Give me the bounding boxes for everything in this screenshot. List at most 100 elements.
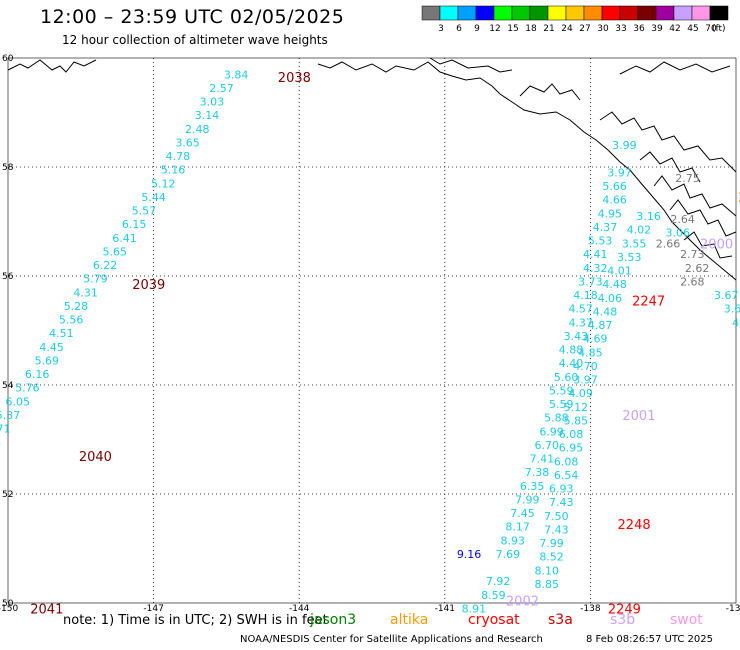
page-subtitle: 12 hour collection of altimeter wave hei… <box>62 33 328 47</box>
swh-value-label: 4.09 <box>568 387 593 400</box>
pass-time-labels: 2038 2039 2040 2041 2247 2248 2249 2001 2002 2000… <box>30 71 740 617</box>
swh-value-label: 3.97 <box>607 166 632 179</box>
colorbar-label: 18 <box>525 24 537 34</box>
swh-value-label: 7.45 <box>510 507 535 520</box>
swh-value-label: 2.68 <box>680 275 705 288</box>
swh-value-label: 5.59 <box>549 384 574 397</box>
colorbar-label: 24 <box>561 24 573 34</box>
swh-value-label: 3.14 <box>195 109 220 122</box>
y-tick-label: 60 <box>2 54 14 64</box>
swh-value-label: 2.62 <box>685 262 710 275</box>
colorbar-swatch <box>583 5 603 21</box>
y-tick-label: 52 <box>2 490 13 500</box>
swh-value-label: 7.38 <box>525 466 550 479</box>
colorbar-swatch <box>709 5 729 21</box>
swh-value-label: 5.57 <box>132 205 157 218</box>
footer-timestamp: 8 Feb 08:26:57 UTC 2025 <box>586 634 713 645</box>
colorbar-swatch <box>493 5 513 21</box>
swh-value-label: 6.70 <box>534 439 559 452</box>
colorbar-label: 39 <box>651 24 663 34</box>
swh-value-label: 2.66 <box>656 237 681 250</box>
colorbar-swatch <box>619 5 639 21</box>
swh-value-label: 8.52 <box>539 551 564 564</box>
swh-value-label: 3.65 <box>175 136 200 149</box>
colorbar-legend: 3 6 9 12 15 18 21 24 27 30 33 36 39 42 45 70(ft) <box>421 5 729 34</box>
swh-value-label: 4.32 <box>583 262 608 275</box>
swh-value-label: 4.70 <box>573 360 598 373</box>
pass-time-label: 2002 <box>506 594 539 609</box>
swh-value-label: 8.93 <box>500 534 525 547</box>
pass-time-label: 2248 <box>618 518 651 533</box>
pass-time-label: 2001 <box>622 409 655 424</box>
swh-value-label: 5.53 <box>588 235 613 248</box>
swh-value-label: 5.69 <box>35 354 60 367</box>
mission-label-swot: swot <box>670 612 703 628</box>
swh-value-label: 5.12 <box>151 177 176 190</box>
colorbar-label: 30 <box>597 24 609 34</box>
colorbar-label: 27 <box>579 24 590 34</box>
swh-value-label: 6.05 <box>5 395 30 408</box>
y-tick-label: 50 <box>2 599 14 609</box>
swh-value-label: 5.66 <box>602 180 627 193</box>
swh-value-label: 6.16 <box>25 368 50 381</box>
swh-value-label: 7.43 <box>549 496 574 509</box>
swh-value-label: 3.84 <box>224 68 249 81</box>
swh-value-label: 6.22 <box>93 259 118 272</box>
swh-value-label: 4.37 <box>593 221 618 234</box>
footer-credit: NOAA/NESDIS Center for Satellite Applica… <box>240 634 543 645</box>
swh-value-label: 5.16 <box>161 164 186 177</box>
swh-value-label: 7.69 <box>496 548 521 561</box>
swh-value-label: 7.99 <box>515 493 540 506</box>
swh-value-label: 5.60 <box>554 371 579 384</box>
swh-value-label: 4.02 <box>627 224 652 237</box>
map-frame <box>7 57 737 604</box>
swh-value-label: 6.93 <box>549 483 574 496</box>
swh-value-label: 6.99 <box>539 425 564 438</box>
swh-value-label: 3.03 <box>200 96 225 109</box>
mission-label-jason3: jason3 <box>310 612 357 628</box>
swh-value-label: 5.85 <box>564 414 589 427</box>
swh-value-label: 4.31 <box>73 286 98 299</box>
swh-value-label: 4.51 <box>49 327 74 340</box>
colorbar-label: 42 <box>669 24 680 34</box>
x-tick-label: -147 <box>143 604 163 614</box>
axis-tick-labels: -150 -147 -144 -141 -138 -135 50 52 54 56 58 60 <box>0 54 740 614</box>
swh-value-label: 5.24 <box>0 436 1 449</box>
swh-value-label: 7.50 <box>544 510 569 523</box>
colorbar-swatch <box>439 5 459 21</box>
pass-time-label: 206 <box>738 191 740 206</box>
colorbar-swatch <box>637 5 657 21</box>
swh-value-label: 4.06 <box>598 292 623 305</box>
y-tick-label: 58 <box>2 163 14 173</box>
colorbar-swatch <box>475 5 495 21</box>
swh-value-label: 7.99 <box>539 537 564 550</box>
swh-value-label: 6.54 <box>554 469 579 482</box>
swh-value-label: 4.18 <box>573 289 598 302</box>
swh-value-label: 5.76 <box>15 382 40 395</box>
colorbar-label: 45 <box>687 24 698 34</box>
colorbar-swatch <box>691 5 711 21</box>
swh-value-label: 4.41 <box>583 248 608 261</box>
swh-value-label: 4.6 <box>732 316 740 329</box>
swh-value-label: 2.75 <box>675 172 700 185</box>
swh-value-label: 6.15 <box>122 218 147 231</box>
pass-time-label: 2249 <box>608 602 641 617</box>
mission-label-cryosat: cryosat <box>468 612 520 628</box>
swh-value-label: 4.85 <box>578 346 603 359</box>
swh-value-label: 9.16 <box>457 548 482 561</box>
swh-value-label: 3.06 <box>666 226 691 239</box>
swh-value-label: 6.08 <box>559 428 584 441</box>
swh-value-label: 2.64 <box>670 213 695 226</box>
swh-value-label: 6.95 <box>559 442 584 455</box>
colorbar-label: 21 <box>543 24 554 34</box>
footer-note: note: 1) Time is in UTC; 2) SWH is in fe… <box>63 613 328 628</box>
swh-value-label: 3.67 <box>714 289 739 302</box>
pass-time-label: 2000 <box>700 237 733 252</box>
colorbar-swatch <box>457 5 477 21</box>
colorbar-label: 6 <box>456 24 462 34</box>
swh-value-label: 5.59 <box>549 398 574 411</box>
x-tick-label: -138 <box>580 604 601 614</box>
swh-value-label: 7.92 <box>486 575 511 588</box>
colorbar-swatch <box>529 5 549 21</box>
